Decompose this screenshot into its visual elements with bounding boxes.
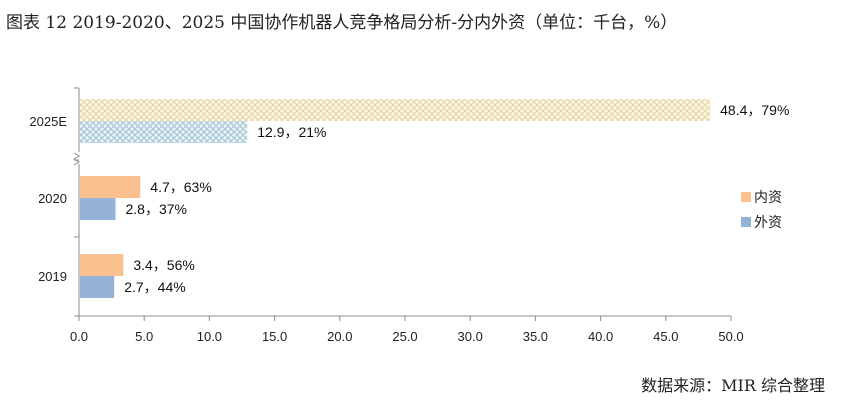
- x-tick-label: 10.0: [197, 329, 222, 344]
- axes: 0.0 5.0 10.0 15.0 20.0 25.0 30.0 35.0 40.0 45.0 50…: [29, 87, 744, 344]
- bars: [80, 99, 711, 298]
- data-label-foreign-2025E: 12.9，21%: [257, 124, 326, 140]
- x-tick-label: 35.0: [523, 329, 548, 344]
- data-label-domestic-2020: 4.7，63%: [150, 179, 211, 195]
- x-tick-label: 20.0: [327, 329, 352, 344]
- data-labels: 3.4，56% 2.7，44% 4.7，63% 2.8，37% 48.4，79% 12.9…: [124, 102, 789, 295]
- bar-foreign-2020: [80, 198, 116, 220]
- legend-label-foreign: 外资: [754, 214, 782, 230]
- x-tick-label: 5.0: [135, 329, 153, 344]
- y-tick-label: 2019: [38, 269, 67, 284]
- x-tick-label: 50.0: [718, 329, 743, 344]
- data-label-domestic-2025E: 48.4，79%: [720, 102, 789, 118]
- x-tick-label: 15.0: [262, 329, 287, 344]
- data-label-foreign-2019: 2.7，44%: [124, 279, 185, 295]
- x-tick-label: 0.0: [70, 329, 88, 344]
- bar-domestic-2019: [80, 254, 124, 276]
- bar-foreign-2025E: [80, 121, 248, 143]
- x-tick-label: 40.0: [588, 329, 613, 344]
- y-tick-label: 2025E: [29, 114, 67, 129]
- legend-swatch-domestic: [741, 192, 751, 202]
- bar-foreign-2019: [80, 276, 115, 298]
- x-tick-label: 25.0: [392, 329, 417, 344]
- x-tick-label: 45.0: [653, 329, 678, 344]
- source-note: 数据来源：MIR 综合整理: [641, 376, 825, 395]
- legend-swatch-foreign: [741, 217, 751, 227]
- chart-title: 图表 12 2019-2020、2025 中国协作机器人竞争格局分析-分内外资（…: [6, 13, 678, 33]
- axis-break-mark: [73, 152, 80, 166]
- bar-domestic-2020: [80, 176, 141, 198]
- data-label-domestic-2019: 3.4，56%: [133, 257, 194, 273]
- y-tick-label: 2020: [38, 191, 67, 206]
- x-tick-label: 30.0: [458, 329, 483, 344]
- bar-domestic-2025E: [80, 99, 711, 121]
- data-label-foreign-2020: 2.8，37%: [126, 201, 187, 217]
- legend-label-domestic: 内资: [754, 189, 782, 205]
